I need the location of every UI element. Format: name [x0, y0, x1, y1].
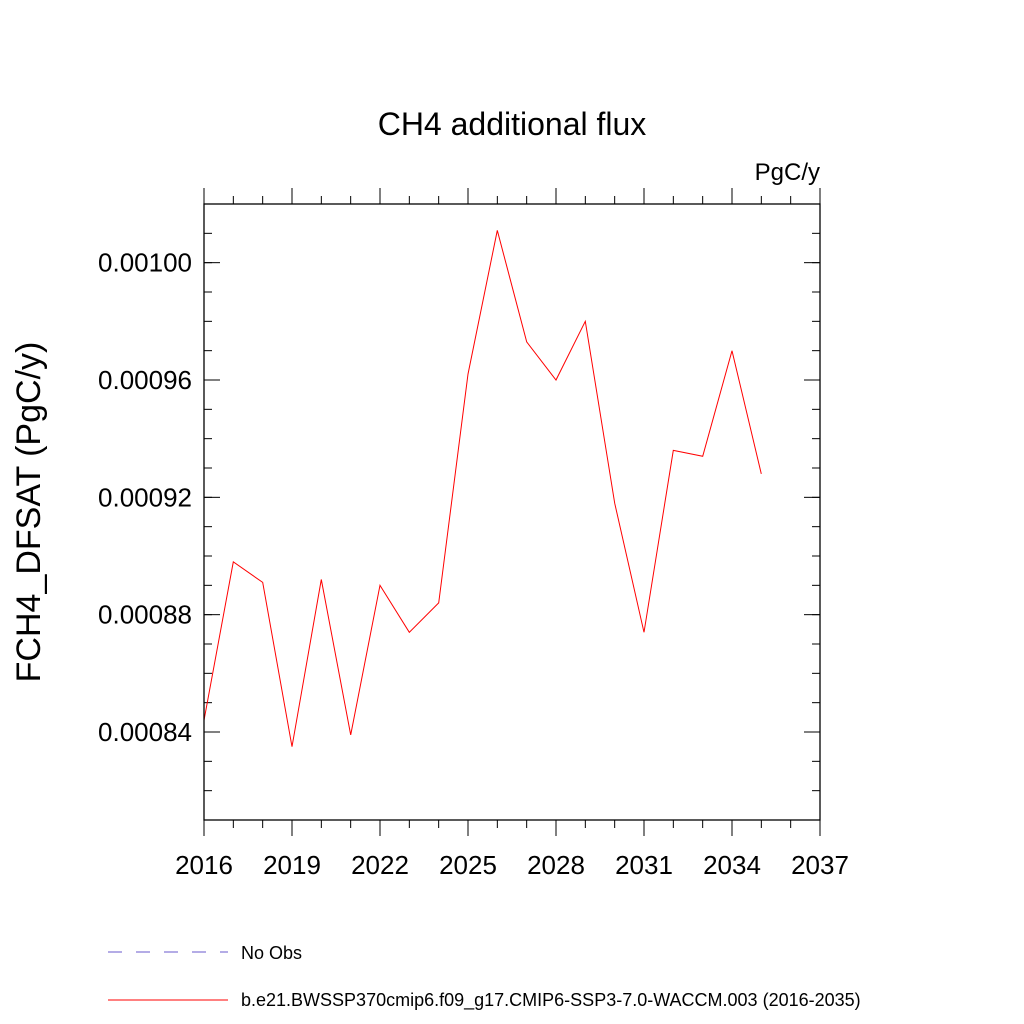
legend-label-model: b.e21.BWSSP370cmip6.f09_g17.CMIP6-SSP3-7…: [241, 990, 861, 1011]
axis-ticks: [203, 188, 821, 836]
chart-title: CH4 additional flux: [378, 106, 647, 142]
x-tick-label: 2037: [791, 850, 849, 880]
series-group: [203, 230, 762, 747]
series-line: [203, 230, 762, 747]
y-tick-label: 0.00096: [98, 365, 192, 395]
y-tick-label: 0.00088: [98, 600, 192, 630]
x-tick-label: 2028: [527, 850, 585, 880]
axis-tick-labels: 0.00084 0.00088 0.00092 0.00096 0.00100 2016 2…: [98, 248, 849, 880]
plot-frame: [203, 203, 821, 821]
x-tick-label: 2034: [703, 850, 761, 880]
legend-label-no-obs: No Obs: [241, 943, 302, 963]
x-tick-label: 2016: [175, 850, 233, 880]
y-axis-label: FCH4_DFSAT (PgC/y): [10, 342, 48, 683]
legend: No Obs b.e21.BWSSP370cmip6.f09_g17.CMIP6…: [108, 943, 861, 1011]
y-tick-label: 0.00084: [98, 717, 192, 747]
x-tick-label: 2031: [615, 850, 673, 880]
x-tick-label: 2022: [351, 850, 409, 880]
units-label: PgC/y: [755, 159, 820, 186]
y-tick-label: 0.00100: [98, 248, 192, 278]
y-tick-label: 0.00092: [98, 482, 192, 512]
x-tick-label: 2025: [439, 850, 497, 880]
x-tick-label: 2019: [263, 850, 321, 880]
